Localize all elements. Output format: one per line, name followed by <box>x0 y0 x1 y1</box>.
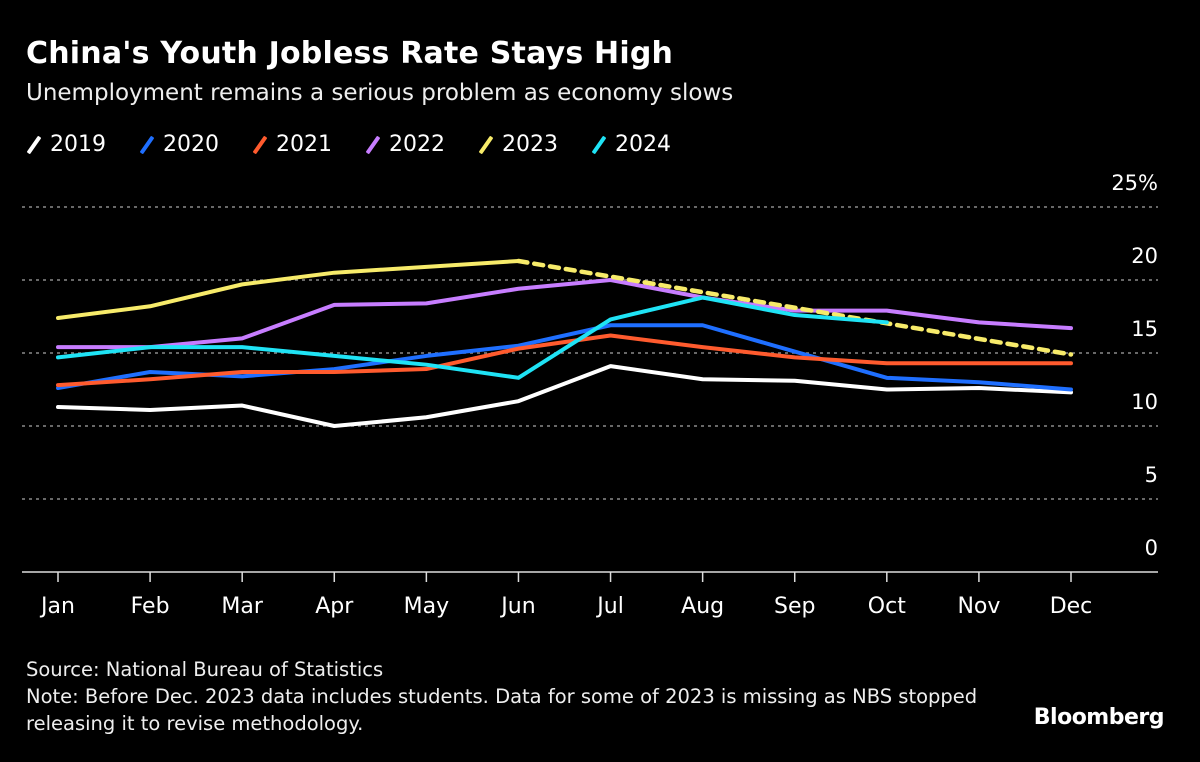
x-tick-label: May <box>403 594 450 619</box>
legend-label: 2023 <box>502 132 558 157</box>
series-2023-line <box>56 259 521 320</box>
x-tick-label: Jul <box>597 594 624 619</box>
note-text: Note: Before Dec. 2023 data includes stu… <box>26 685 978 735</box>
legend-item-2020: 2020 <box>139 132 252 157</box>
footer: Source: National Bureau of Statistics No… <box>26 656 986 737</box>
legend-item-2021: 2021 <box>252 132 365 157</box>
legend-label: 2024 <box>615 132 671 157</box>
legend-item-2023: 2023 <box>478 132 591 157</box>
legend-item-2024: 2024 <box>591 132 704 157</box>
series-2023-missing-dotted-line <box>516 258 1074 357</box>
legend-label: 2021 <box>276 132 332 157</box>
chart-subtitle: Unemployment remains a serious problem a… <box>26 80 734 106</box>
x-tick-label: Jun <box>501 594 536 619</box>
legend-label: 2022 <box>389 132 445 157</box>
y-tick-label: 5 <box>1144 463 1158 487</box>
y-tick-label: 25% <box>1111 171 1158 195</box>
x-tick-label: Oct <box>867 594 906 619</box>
x-tick-label: Aug <box>681 594 725 619</box>
x-tick-label: Dec <box>1049 594 1093 619</box>
x-tick-label: Nov <box>957 594 1001 619</box>
x-tick-label: Apr <box>315 594 354 619</box>
legend: 2019 2020 2021 2022 2023 2024 <box>26 132 704 157</box>
x-tick-label: Jan <box>41 594 75 619</box>
series-2024-line <box>56 295 889 380</box>
legend-label: 2020 <box>163 132 219 157</box>
legend-item-2019: 2019 <box>26 132 139 157</box>
x-tick-label: Feb <box>130 594 170 619</box>
y-tick-label: 15 <box>1131 317 1158 341</box>
y-tick-label: 20 <box>1131 244 1158 268</box>
y-tick-label: 0 <box>1144 536 1158 560</box>
legend-item-2022: 2022 <box>365 132 478 157</box>
legend-label: 2019 <box>50 132 106 157</box>
chart-title: China's Youth Jobless Rate Stays High <box>26 36 674 71</box>
x-tick-label: Sep <box>773 594 816 619</box>
y-tick-label: 10 <box>1131 390 1158 414</box>
x-tick-label: Mar <box>221 594 263 619</box>
series-2021-line <box>56 333 1073 388</box>
series-2022-line <box>56 278 1073 350</box>
series-2019-line <box>56 364 1073 428</box>
source-text: Source: National Bureau of Statistics <box>26 658 384 681</box>
bloomberg-logo: Bloomberg <box>1033 705 1165 730</box>
series-2020-line <box>56 323 1073 392</box>
